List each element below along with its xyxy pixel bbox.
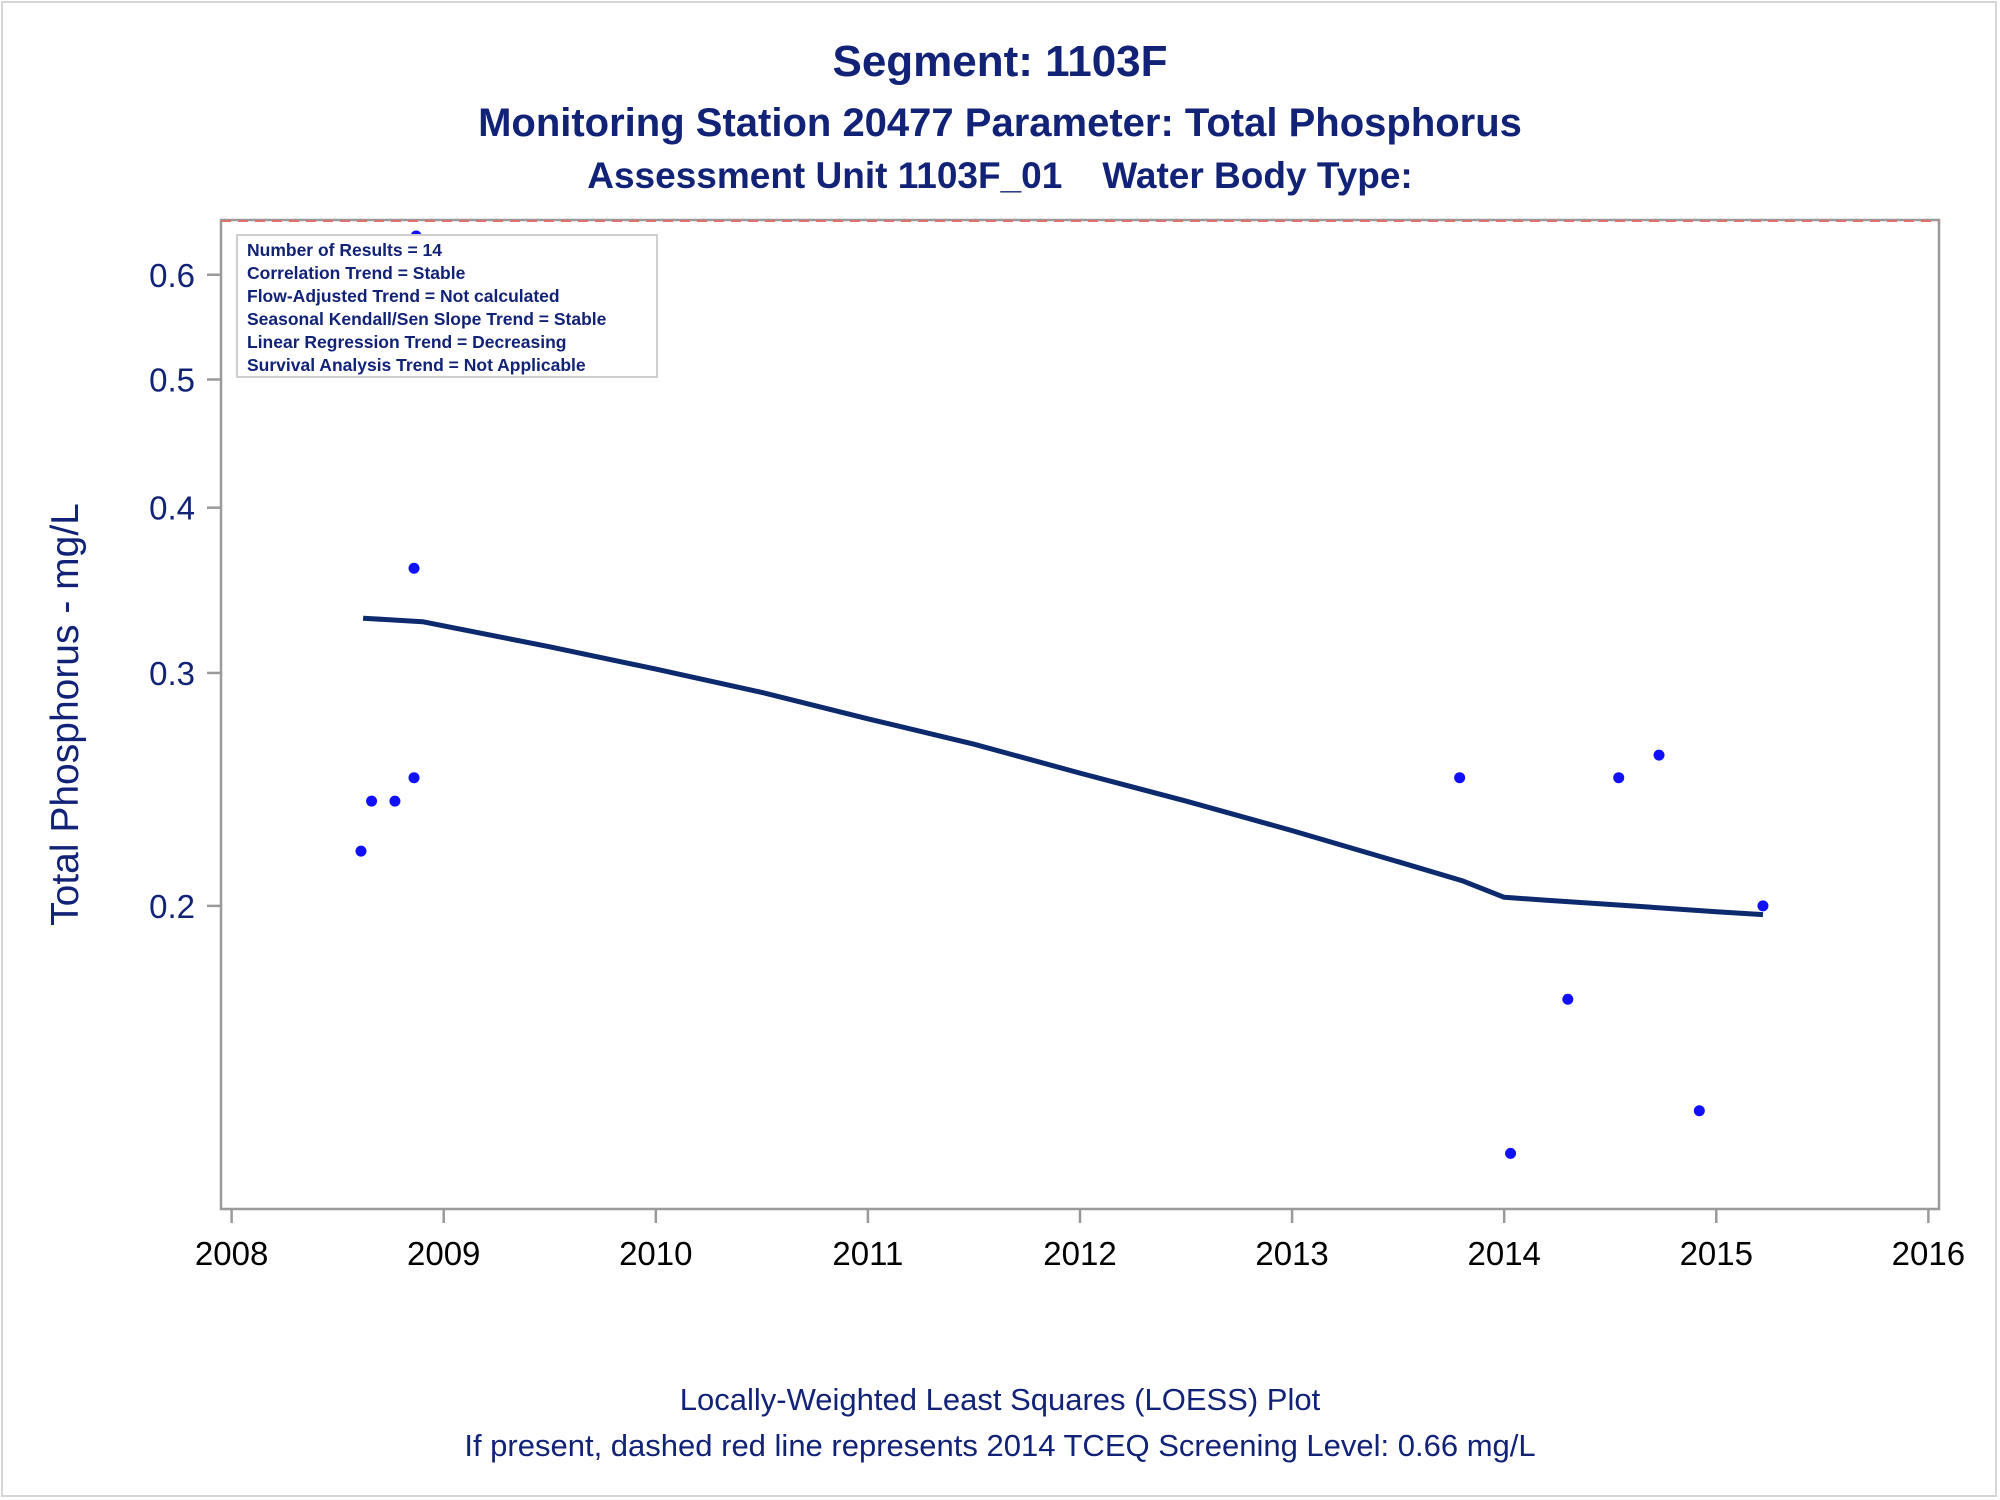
footer-screening-note: If present, dashed red line represents 2… [464, 1428, 1536, 1463]
y-tick-label: 0.4 [149, 490, 195, 527]
y-axis-label: Total Phosphorus - mg/L [44, 503, 87, 926]
x-tick-label: 2015 [1680, 1235, 1753, 1272]
assessment-unit-label: Assessment Unit 1103F_01 [587, 155, 1063, 196]
water-body-type-label: Water Body Type: [1102, 155, 1413, 196]
stats-line: Survival Analysis Trend = Not Applicable [247, 355, 586, 375]
data-point [389, 795, 401, 807]
stats-box-border [236, 234, 658, 378]
footer-loess-note: Locally-Weighted Least Squares (LOESS) P… [679, 1382, 1321, 1417]
y-tick-label: 0.6 [149, 257, 195, 294]
chart-subtitle-assessment: Assessment Unit 1103F_01 Water Body Type: [0, 155, 2000, 197]
x-tick-label: 2011 [832, 1235, 903, 1272]
x-tick-label: 2016 [1892, 1235, 1965, 1272]
chart-subtitle-station: Monitoring Station 20477 Parameter: Tota… [478, 101, 1522, 145]
data-point [1613, 772, 1625, 784]
data-point [1757, 900, 1769, 912]
y-tick-label: 0.3 [149, 655, 195, 692]
x-tick-label: 2010 [619, 1235, 692, 1272]
data-point [1454, 772, 1466, 784]
x-tick-label: 2008 [195, 1235, 268, 1272]
x-tick-label: 2012 [1043, 1235, 1116, 1272]
stats-line: Number of Results = 14 [247, 240, 442, 260]
data-point [1505, 1147, 1517, 1159]
chart-title: Segment: 1103F [832, 37, 1168, 86]
stats-line: Seasonal Kendall/Sen Slope Trend = Stabl… [247, 309, 607, 329]
x-tick-label: 2013 [1255, 1235, 1328, 1272]
data-point [355, 845, 367, 857]
data-point [408, 562, 420, 574]
plot-area: 0.2 0.3 0.4 0.5 0.6 2008 2009 2010 2011 2012 2013 2… [44, 218, 1965, 1272]
x-tick-label: 2014 [1467, 1235, 1540, 1272]
data-point [1653, 749, 1665, 761]
data-point [366, 795, 378, 807]
stats-line: Flow-Adjusted Trend = Not calculated [247, 286, 560, 306]
y-tick-label: 0.2 [149, 888, 195, 925]
data-point [1562, 993, 1574, 1005]
data-point [408, 772, 420, 784]
stats-line: Linear Regression Trend = Decreasing [247, 332, 567, 352]
y-tick-label: 0.5 [149, 361, 195, 398]
stats-line: Correlation Trend = Stable [247, 263, 466, 283]
x-tick-label: 2009 [407, 1235, 480, 1272]
loess-line [362, 615, 1764, 918]
stats-box: Number of Results = 14 Correlation Trend … [236, 234, 658, 378]
data-point [1693, 1105, 1705, 1117]
